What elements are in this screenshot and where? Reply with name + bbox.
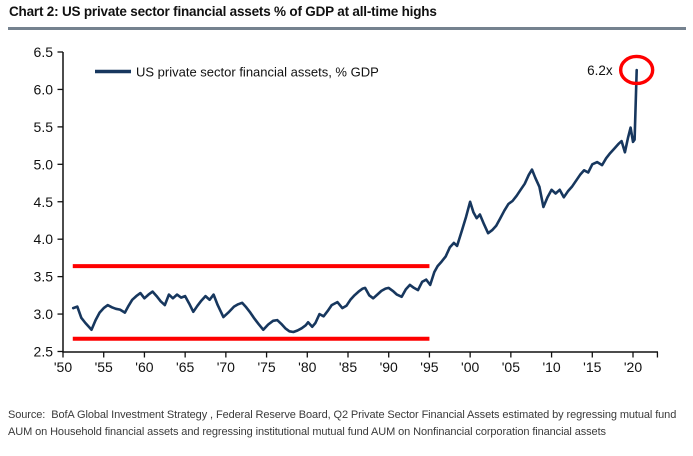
x-axis-tick-label: '95 (420, 359, 438, 375)
y-axis-tick-label: 3.5 (34, 269, 54, 285)
y-axis-tick-label: 2.5 (34, 344, 54, 360)
x-axis-tick-label: '00 (461, 359, 479, 375)
y-axis-tick-label: 3.0 (34, 306, 54, 322)
x-axis-tick-label: '15 (583, 359, 601, 375)
y-axis-tick-label: 4.5 (34, 194, 54, 210)
source-text: BofA Global Investment Strategy , Federa… (8, 409, 677, 438)
y-axis-tick-label: 5.5 (34, 119, 54, 135)
x-axis-tick-label: '75 (257, 359, 275, 375)
axis-lines (62, 52, 658, 353)
title-rule (8, 27, 686, 30)
x-axis-tick-label: '05 (502, 359, 520, 375)
y-axis-tick-label: 6.5 (34, 44, 54, 60)
y-axis-tick-label: 4.0 (34, 231, 54, 247)
data-line (71, 68, 639, 334)
source-label: Source: (8, 409, 46, 421)
x-axis-tick-label: '55 (95, 359, 113, 375)
peak-highlight-circle (618, 54, 655, 86)
x-axis-tick-label: '50 (54, 359, 72, 375)
chart-title: Chart 2: US private sector financial ass… (9, 4, 437, 19)
legend-label: US private sector financial assets, % GD… (136, 65, 379, 80)
y-axis-tick-label: 5.0 (34, 156, 54, 172)
x-axis-tick-label: '10 (542, 359, 560, 375)
chart-canvas: 2.5 3.0 3.5 4.0 4.5 5.0 5.5 6.0 6.5 '50 '55 '60 '65 '… (34, 44, 659, 375)
x-axis-tick-label: '20 (624, 359, 642, 375)
peak-annotation-label: 6.2x (587, 63, 613, 78)
x-axis-tick-label: '85 (339, 359, 357, 375)
x-axis-tick-label: '65 (176, 359, 194, 375)
x-axis-tick-label: '90 (380, 359, 398, 375)
x-axis-tick-label: '60 (135, 359, 153, 375)
x-axis-tick-label: '80 (298, 359, 316, 375)
x-axis-tick-label: '70 (217, 359, 235, 375)
source-note: Source: BofA Global Investment Strategy ,… (8, 407, 686, 440)
y-axis-tick-label: 6.0 (34, 81, 54, 97)
